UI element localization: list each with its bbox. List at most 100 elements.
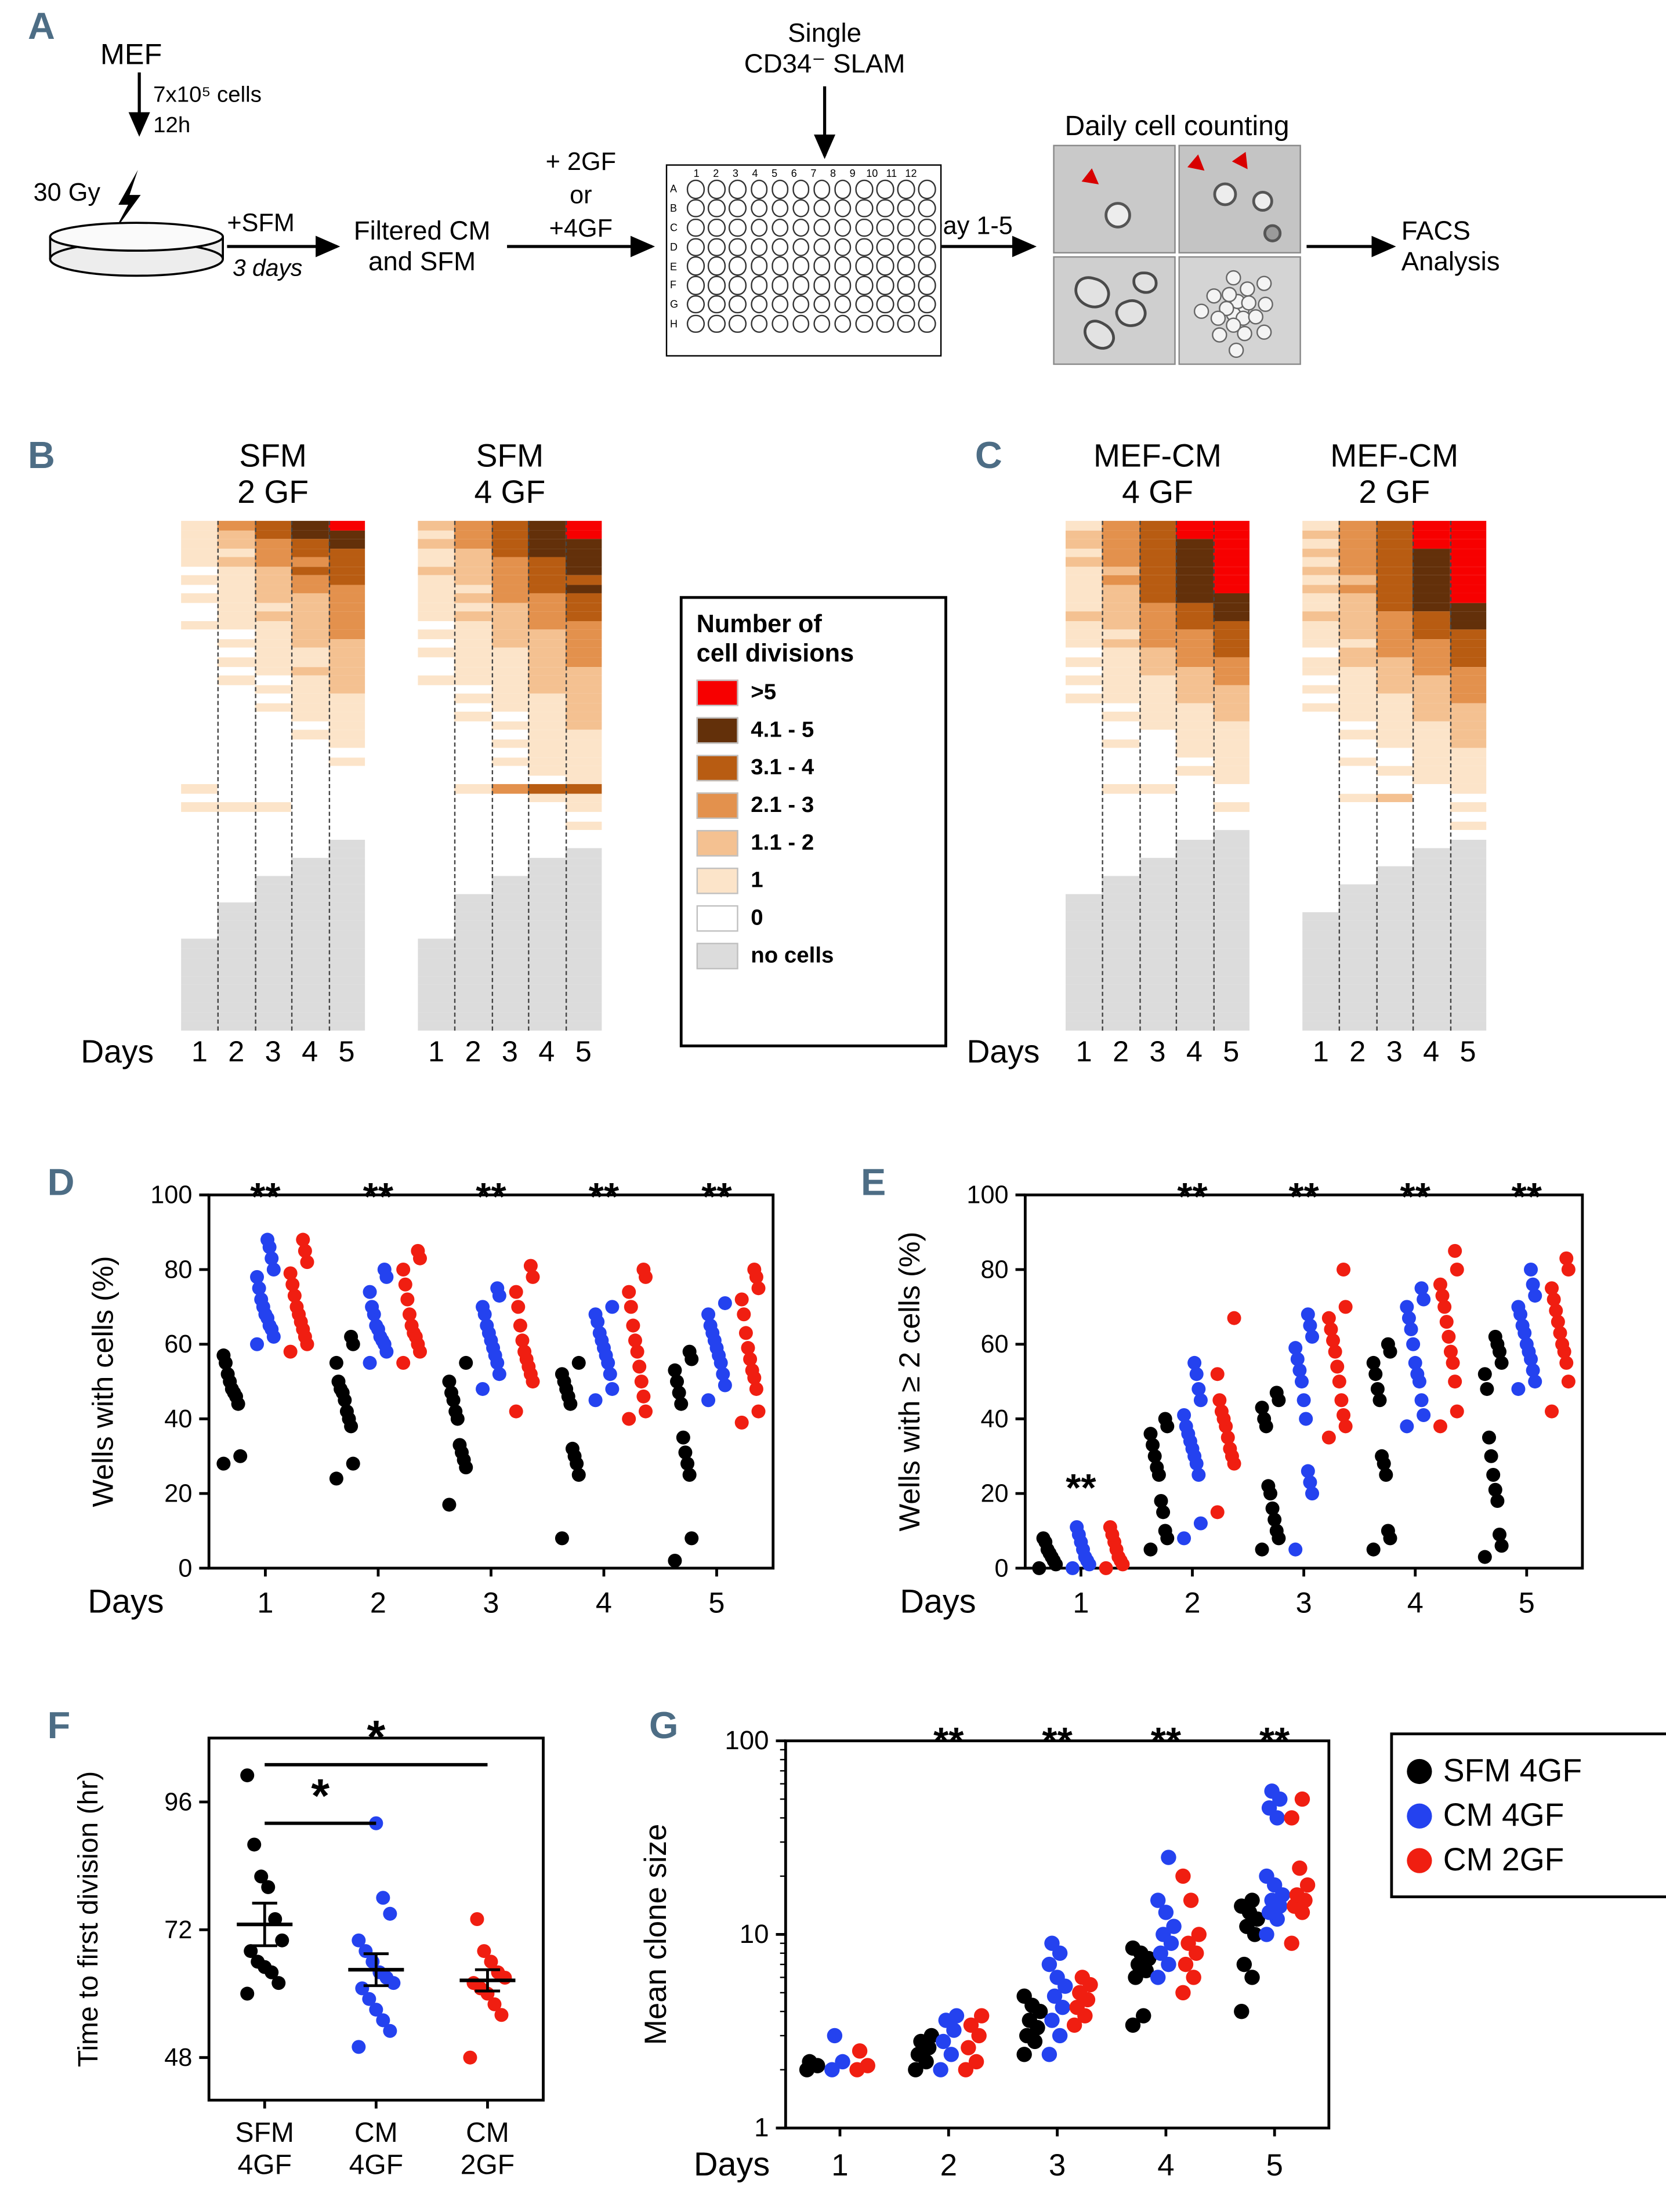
svg-text:40: 40 (164, 1405, 192, 1433)
facs-label: FACS Analysis (1401, 217, 1500, 278)
red-arrowhead-icon (1232, 151, 1255, 175)
svg-text:20: 20 (980, 1480, 1008, 1508)
petri-dish-rim (49, 222, 224, 252)
cell-blob (1078, 315, 1120, 355)
legend-title: Number of cell divisions (696, 610, 854, 668)
legend-item-sfm-4gf: SFM 4GF (1407, 1752, 1666, 1790)
growth-factors-label: + 2GF or +4GF (545, 147, 617, 242)
cell-blob (1132, 271, 1158, 294)
black-dot-icon (1407, 1758, 1432, 1783)
svg-text:48: 48 (164, 2044, 192, 2072)
daily-counting-title: Daily cell counting (1064, 111, 1290, 142)
svg-text:72: 72 (164, 1916, 192, 1944)
micrograph-2 (1178, 144, 1301, 254)
sfm-duration-label: 3 days (233, 255, 303, 282)
svg-text:**: ** (1066, 1466, 1096, 1510)
heatmap-title-mefcm-2gf: MEF-CM 2 GF (1330, 437, 1459, 510)
heatmap-title-mefcm-4gf: MEF-CM 4 GF (1093, 437, 1222, 510)
chart-mean-clone-size: 1 10 100 1 2 3 4 5 Days Mean clone size ** ** ** ** (639, 1720, 1331, 2183)
svg-text:20: 20 (164, 1480, 192, 1508)
svg-text:**: ** (589, 1175, 620, 1219)
svg-text:60: 60 (980, 1330, 1008, 1358)
svg-text:5: 5 (1519, 1586, 1535, 1619)
cell-blob (1111, 295, 1150, 332)
micrograph-4 (1178, 256, 1301, 365)
svg-text:1: 1 (831, 2148, 848, 2182)
svg-text:5: 5 (708, 1586, 725, 1619)
svg-text:3: 3 (483, 1586, 499, 1619)
mef-label: MEF (100, 39, 162, 71)
svg-text:2: 2 (940, 2148, 957, 2182)
schematic-graphics (49, 72, 1396, 277)
micrograph-3 (1053, 256, 1176, 365)
svg-text:80: 80 (980, 1256, 1008, 1283)
legend-item-cm-4gf: CM 4GF (1407, 1797, 1666, 1834)
svg-text:1: 1 (257, 1586, 273, 1619)
red-dot-icon (1407, 1847, 1432, 1873)
svg-text:0: 0 (178, 1554, 192, 1582)
panel-a-label: A (28, 5, 55, 48)
svg-text:**: ** (1512, 1175, 1542, 1219)
series-legend: SFM 4GF CM 4GF CM 2GF (1390, 1732, 1666, 1898)
svg-text:4GF: 4GF (349, 2149, 403, 2180)
panel-d-label: D (47, 1161, 75, 1203)
single-cell-label: Single CD34⁻ SLAM (744, 19, 906, 80)
panel-f-label: F (47, 1705, 71, 1747)
cell-blob (1252, 190, 1273, 212)
svg-text:1: 1 (754, 2113, 769, 2142)
heatmap-sfm-2gf (181, 521, 365, 1031)
panel-c-label: C (975, 434, 1002, 477)
svg-text:**: ** (1400, 1175, 1431, 1219)
svg-text:SFM: SFM (236, 2117, 294, 2148)
cell-colony (1180, 258, 1300, 363)
svg-text:CM: CM (354, 2117, 398, 2148)
svg-text:2GF: 2GF (461, 2149, 515, 2180)
svg-text:**: ** (476, 1175, 506, 1219)
micrograph-1 (1053, 144, 1176, 254)
svg-text:**: ** (250, 1175, 281, 1219)
svg-text:4: 4 (1407, 1586, 1424, 1619)
panel-b-label: B (28, 434, 55, 477)
cell-blob (1213, 182, 1237, 206)
svg-text:**: ** (1288, 1175, 1319, 1219)
svg-text:**: ** (701, 1175, 732, 1219)
svg-text:3: 3 (1049, 2148, 1066, 2182)
svg-text:4GF: 4GF (238, 2149, 292, 2180)
panel-e-label: E (861, 1161, 886, 1203)
svg-text:Days: Days (694, 2146, 770, 2183)
sfm-label: +SFM (227, 209, 295, 237)
heatmap-mefcm-4gf (1065, 521, 1250, 1031)
svg-text:Time to first division (hr): Time to first division (hr) (73, 1771, 104, 2067)
legend-item-cm-2gf: CM 2GF (1407, 1841, 1666, 1879)
irradiation-dose-label: 30 Gy (33, 178, 100, 206)
svg-text:100: 100 (725, 1725, 769, 1755)
days-label-c: Days (966, 1033, 1040, 1070)
svg-text:Wells with ≥ 2 cells (%): Wells with ≥ 2 cells (%) (893, 1232, 926, 1532)
legend-entries: >5 4.1 - 5 3.1 - 4 2.1 - 3 1.1 - 2 1 0 no cells (696, 679, 930, 970)
svg-text:**: ** (1177, 1175, 1208, 1219)
svg-text:CM: CM (466, 2117, 509, 2148)
cell-blob (1070, 273, 1114, 312)
svg-text:Wells with cells (%): Wells with cells (%) (86, 1256, 119, 1507)
cell-count-label: 7x10⁵ cells (153, 84, 262, 107)
red-arrowhead-icon (1187, 154, 1210, 177)
svg-text:**: ** (1259, 1720, 1290, 1763)
blue-dot-icon (1407, 1803, 1432, 1828)
svg-text:4: 4 (1157, 2148, 1174, 2182)
svg-text:0: 0 (994, 1554, 1008, 1582)
svg-text:**: ** (1042, 1720, 1073, 1763)
heatmap-title-sfm-4gf: SFM 4 GF (474, 437, 546, 510)
incubation-time-label: 12h (153, 114, 191, 138)
svg-text:10: 10 (740, 1919, 769, 1949)
svg-text:100: 100 (966, 1181, 1008, 1209)
svg-text:40: 40 (980, 1405, 1008, 1433)
svg-text:2: 2 (1184, 1586, 1200, 1619)
heatmap-sfm-4gf (418, 521, 602, 1031)
cell-blob (1263, 224, 1282, 242)
